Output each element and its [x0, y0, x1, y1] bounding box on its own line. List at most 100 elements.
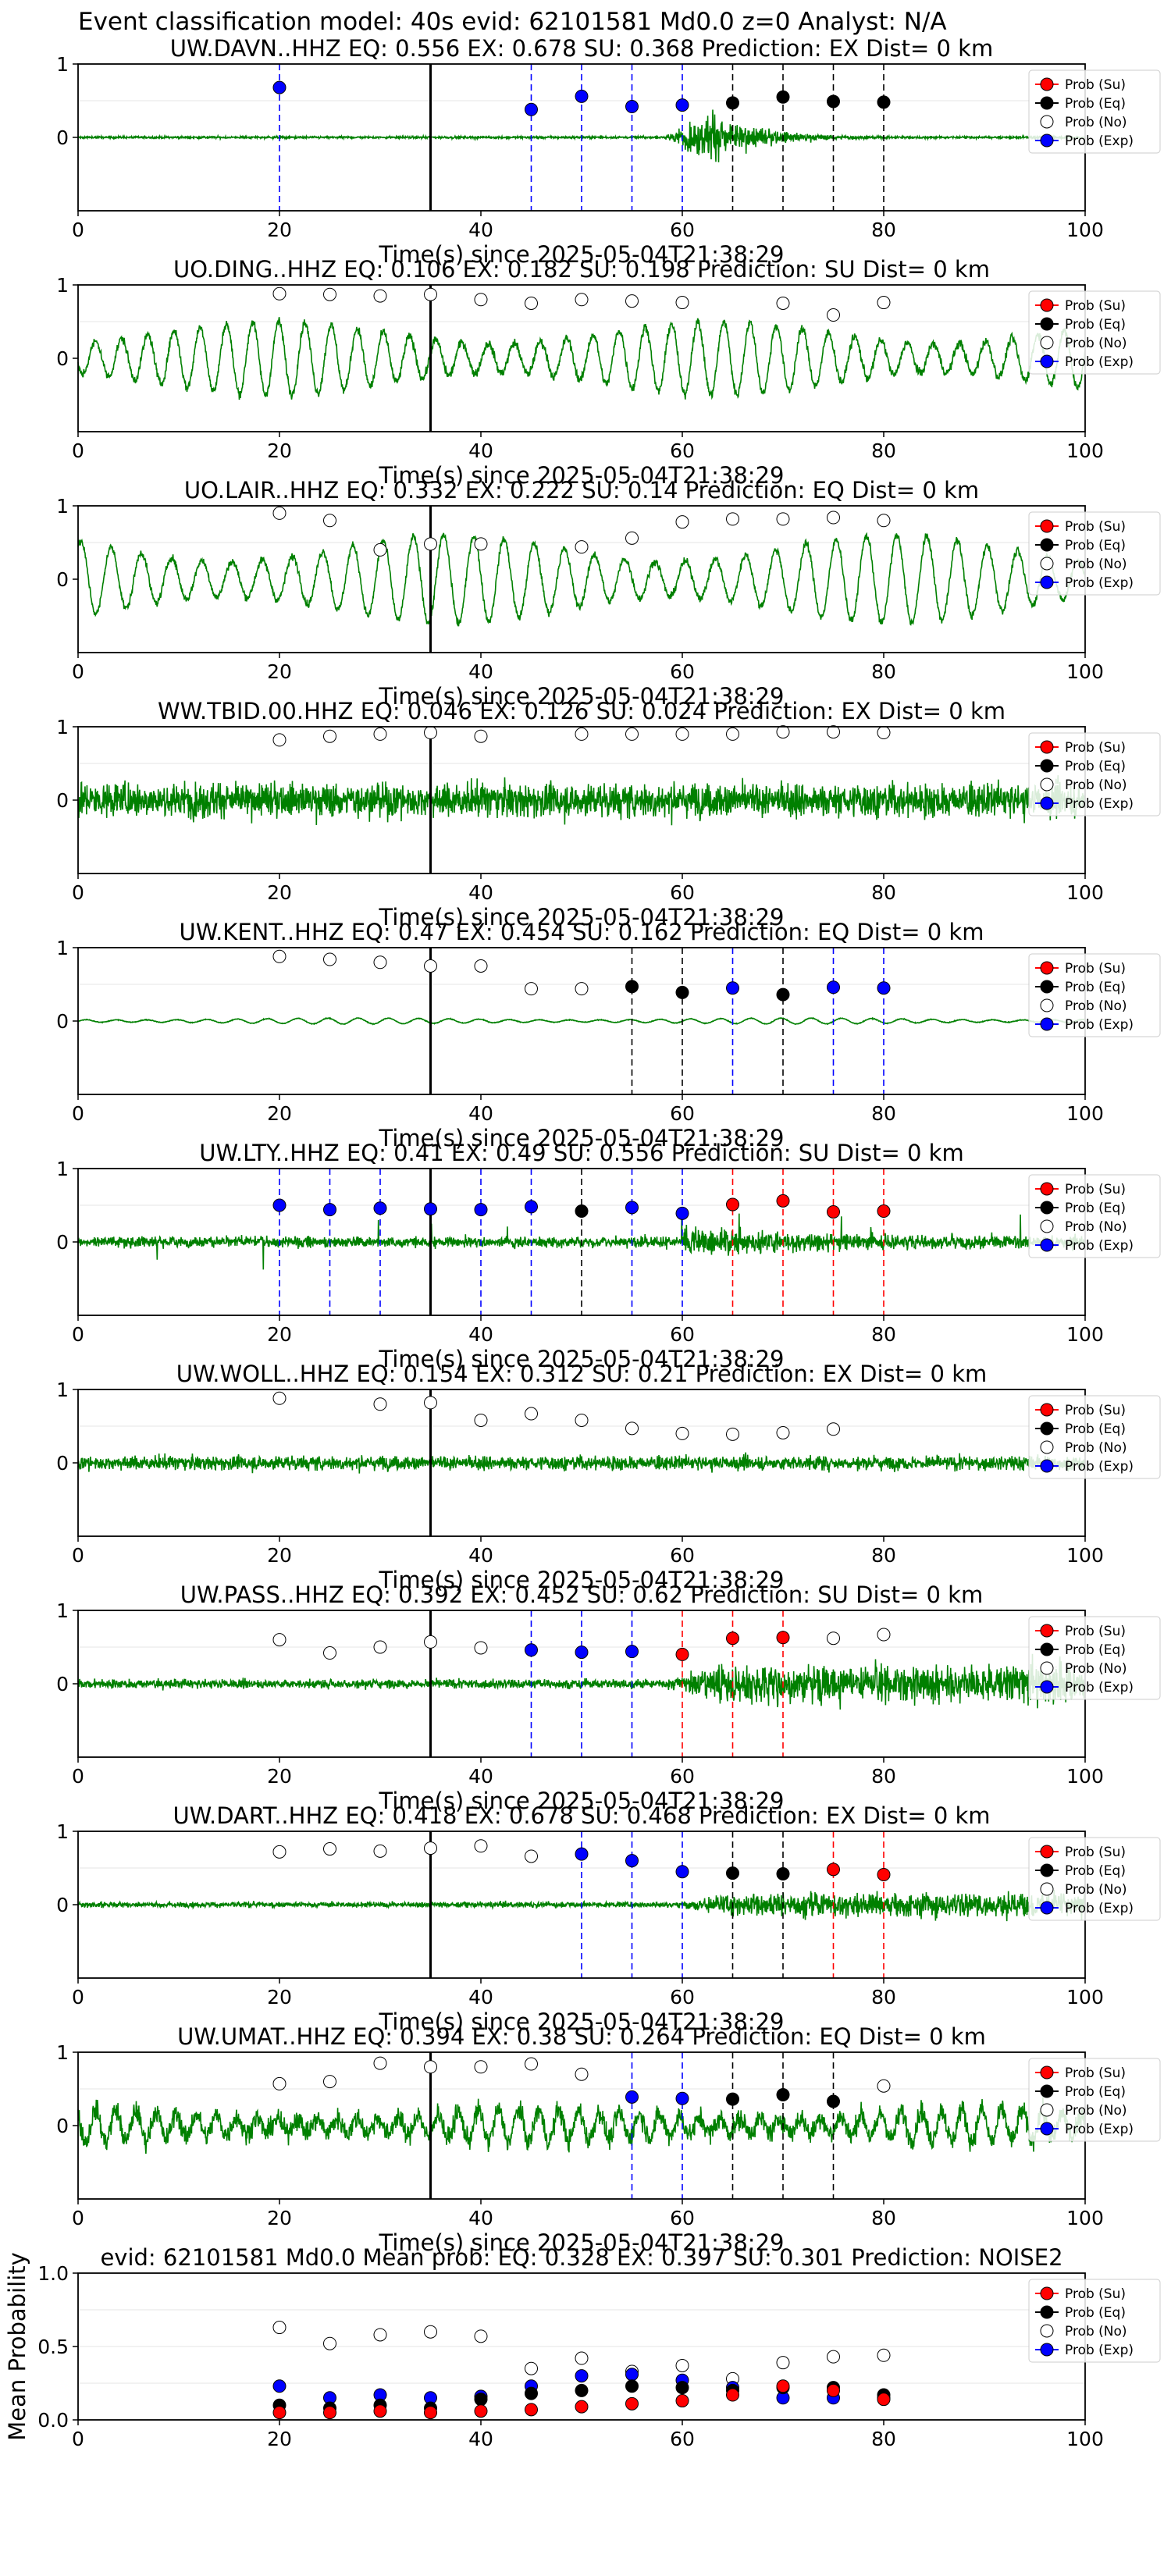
x-tick-label: 40 — [468, 2207, 493, 2229]
prob-point-no — [675, 296, 689, 310]
x-tick-label: 60 — [670, 881, 695, 904]
prob-point-no — [424, 2060, 437, 2074]
prob-point-no — [877, 1628, 891, 1642]
y-tick-label: 1.0 — [37, 2262, 69, 2285]
prob-point-exp — [827, 980, 840, 994]
legend-box — [1028, 2058, 1161, 2142]
panel-title: UO.LAIR..HHZ EQ: 0.332 EX: 0.222 SU: 0.1… — [184, 477, 979, 503]
prob-point-no — [575, 2067, 589, 2081]
prob-point-no — [877, 296, 891, 310]
x-tick-label: 40 — [468, 1765, 493, 1788]
x-tick-label: 0 — [72, 660, 84, 683]
x-tick-label: 20 — [267, 660, 292, 683]
x-tick-label: 20 — [267, 1765, 292, 1788]
prob-point-exp — [675, 98, 689, 112]
x-tick-label: 20 — [267, 439, 292, 462]
prob-point-no — [474, 2060, 488, 2074]
prob-point-exp — [474, 1203, 488, 1217]
x-tick-label: 40 — [468, 219, 493, 241]
x-tick-label: 20 — [267, 1986, 292, 2008]
x-axis-label: Time(s) since 2025-05-04T21:38:29 — [379, 241, 785, 268]
x-tick-label: 80 — [871, 219, 896, 241]
y-tick-label: 1 — [56, 274, 69, 297]
legend-box — [1028, 511, 1161, 596]
y-tick-label: 0 — [56, 789, 69, 812]
legend-label: Prob (Exp) — [1065, 1017, 1134, 1033]
panel-title: UW.LTY..HHZ EQ: 0.41 EX: 0.49 SU: 0.556 … — [199, 1140, 963, 1166]
prob-point-no — [272, 949, 287, 963]
mean-point-su — [525, 2403, 538, 2417]
x-tick-label: 80 — [871, 1323, 896, 1346]
y-tick-label: 0 — [56, 568, 69, 591]
x-tick-label: 0 — [72, 1765, 84, 1788]
prob-point-eq — [827, 94, 840, 109]
prob-point-no — [726, 512, 739, 526]
y-tick-label: 0.0 — [37, 2409, 69, 2432]
prob-point-no — [323, 2075, 336, 2089]
x-tick-label: 60 — [670, 1102, 695, 1125]
prob-point-su — [827, 1204, 840, 1219]
mean-point-no — [827, 2350, 840, 2364]
legend-box — [1028, 1395, 1161, 1479]
x-tick-label: 100 — [1066, 1102, 1104, 1125]
legend-marker-no — [1040, 998, 1054, 1012]
x-axis-label: Time(s) since 2025-05-04T21:38:29 — [379, 2008, 785, 2035]
prob-point-no — [827, 511, 840, 525]
mean-point-su — [474, 2404, 488, 2418]
y-tick-label: 1 — [56, 937, 69, 959]
x-tick-label: 60 — [670, 219, 695, 241]
legend-marker-su — [1040, 519, 1054, 533]
mean-point-no — [575, 2351, 589, 2365]
x-tick-label: 0 — [72, 439, 84, 462]
legend: Prob (Su) Prob (Eq) Prob (No) Prob (Exp) — [1028, 69, 1161, 154]
legend-label: Prob (Su) — [1065, 1403, 1126, 1418]
prob-point-exp — [625, 1201, 639, 1215]
prob-point-exp — [575, 1847, 589, 1861]
x-tick-label: 80 — [871, 2428, 896, 2450]
mean-point-su — [625, 2396, 639, 2411]
prob-point-su — [776, 1631, 790, 1645]
legend-marker-exp — [1040, 2122, 1054, 2136]
y-tick-label: 0 — [56, 1231, 69, 1254]
x-tick-label: 80 — [871, 660, 896, 683]
legend-label: Prob (Exp) — [1065, 1901, 1134, 1916]
mean-point-no — [675, 2358, 689, 2372]
prob-point-exp — [625, 1854, 639, 1868]
prob-point-no — [474, 293, 488, 307]
legend-marker-no — [1040, 1219, 1054, 1233]
legend-label: Prob (Exp) — [1065, 1238, 1134, 1254]
x-tick-label: 40 — [468, 439, 493, 462]
mean-point-no — [323, 2336, 336, 2350]
prob-point-exp — [625, 100, 639, 114]
legend-marker-no — [1040, 1440, 1054, 1454]
mean-point-su — [272, 2406, 287, 2420]
waveform-trace — [77, 2097, 1086, 2154]
axes-frame — [77, 284, 1086, 432]
prob-point-no — [877, 514, 891, 528]
waveform-trace — [77, 1016, 1085, 1026]
x-tick-label: 100 — [1066, 1544, 1104, 1567]
y-tick-label: 1 — [56, 1158, 69, 1180]
prob-point-no — [272, 2076, 287, 2090]
x-tick-label: 100 — [1066, 1986, 1104, 2008]
x-tick-label: 60 — [670, 439, 695, 462]
x-tick-label: 60 — [670, 1986, 695, 2008]
x-tick-label: 0 — [72, 2428, 84, 2450]
legend-label: Prob (Exp) — [1065, 796, 1134, 812]
legend-label: Prob (Eq) — [1065, 2084, 1126, 2100]
x-tick-label: 20 — [267, 219, 292, 241]
panel-8: UW.DART..HHZ EQ: 0.418 EX: 0.678 SU: 0.4… — [56, 1802, 1161, 2035]
panel-0: UW.DAVN..HHZ EQ: 0.556 EX: 0.678 SU: 0.3… — [56, 35, 1161, 268]
prob-point-no — [373, 1844, 387, 1858]
mean-point-su — [575, 2400, 589, 2414]
mean-point-eq — [575, 2383, 589, 2397]
prob-point-no — [323, 514, 336, 528]
x-tick-label: 20 — [267, 881, 292, 904]
prob-point-no — [675, 515, 689, 529]
legend-label: Prob (No) — [1065, 777, 1127, 793]
legend-label: Prob (Su) — [1065, 961, 1126, 977]
prob-point-no — [575, 727, 589, 741]
mean-point-no — [272, 2321, 287, 2335]
mean-point-su — [373, 2404, 387, 2418]
prob-point-no — [474, 537, 488, 551]
